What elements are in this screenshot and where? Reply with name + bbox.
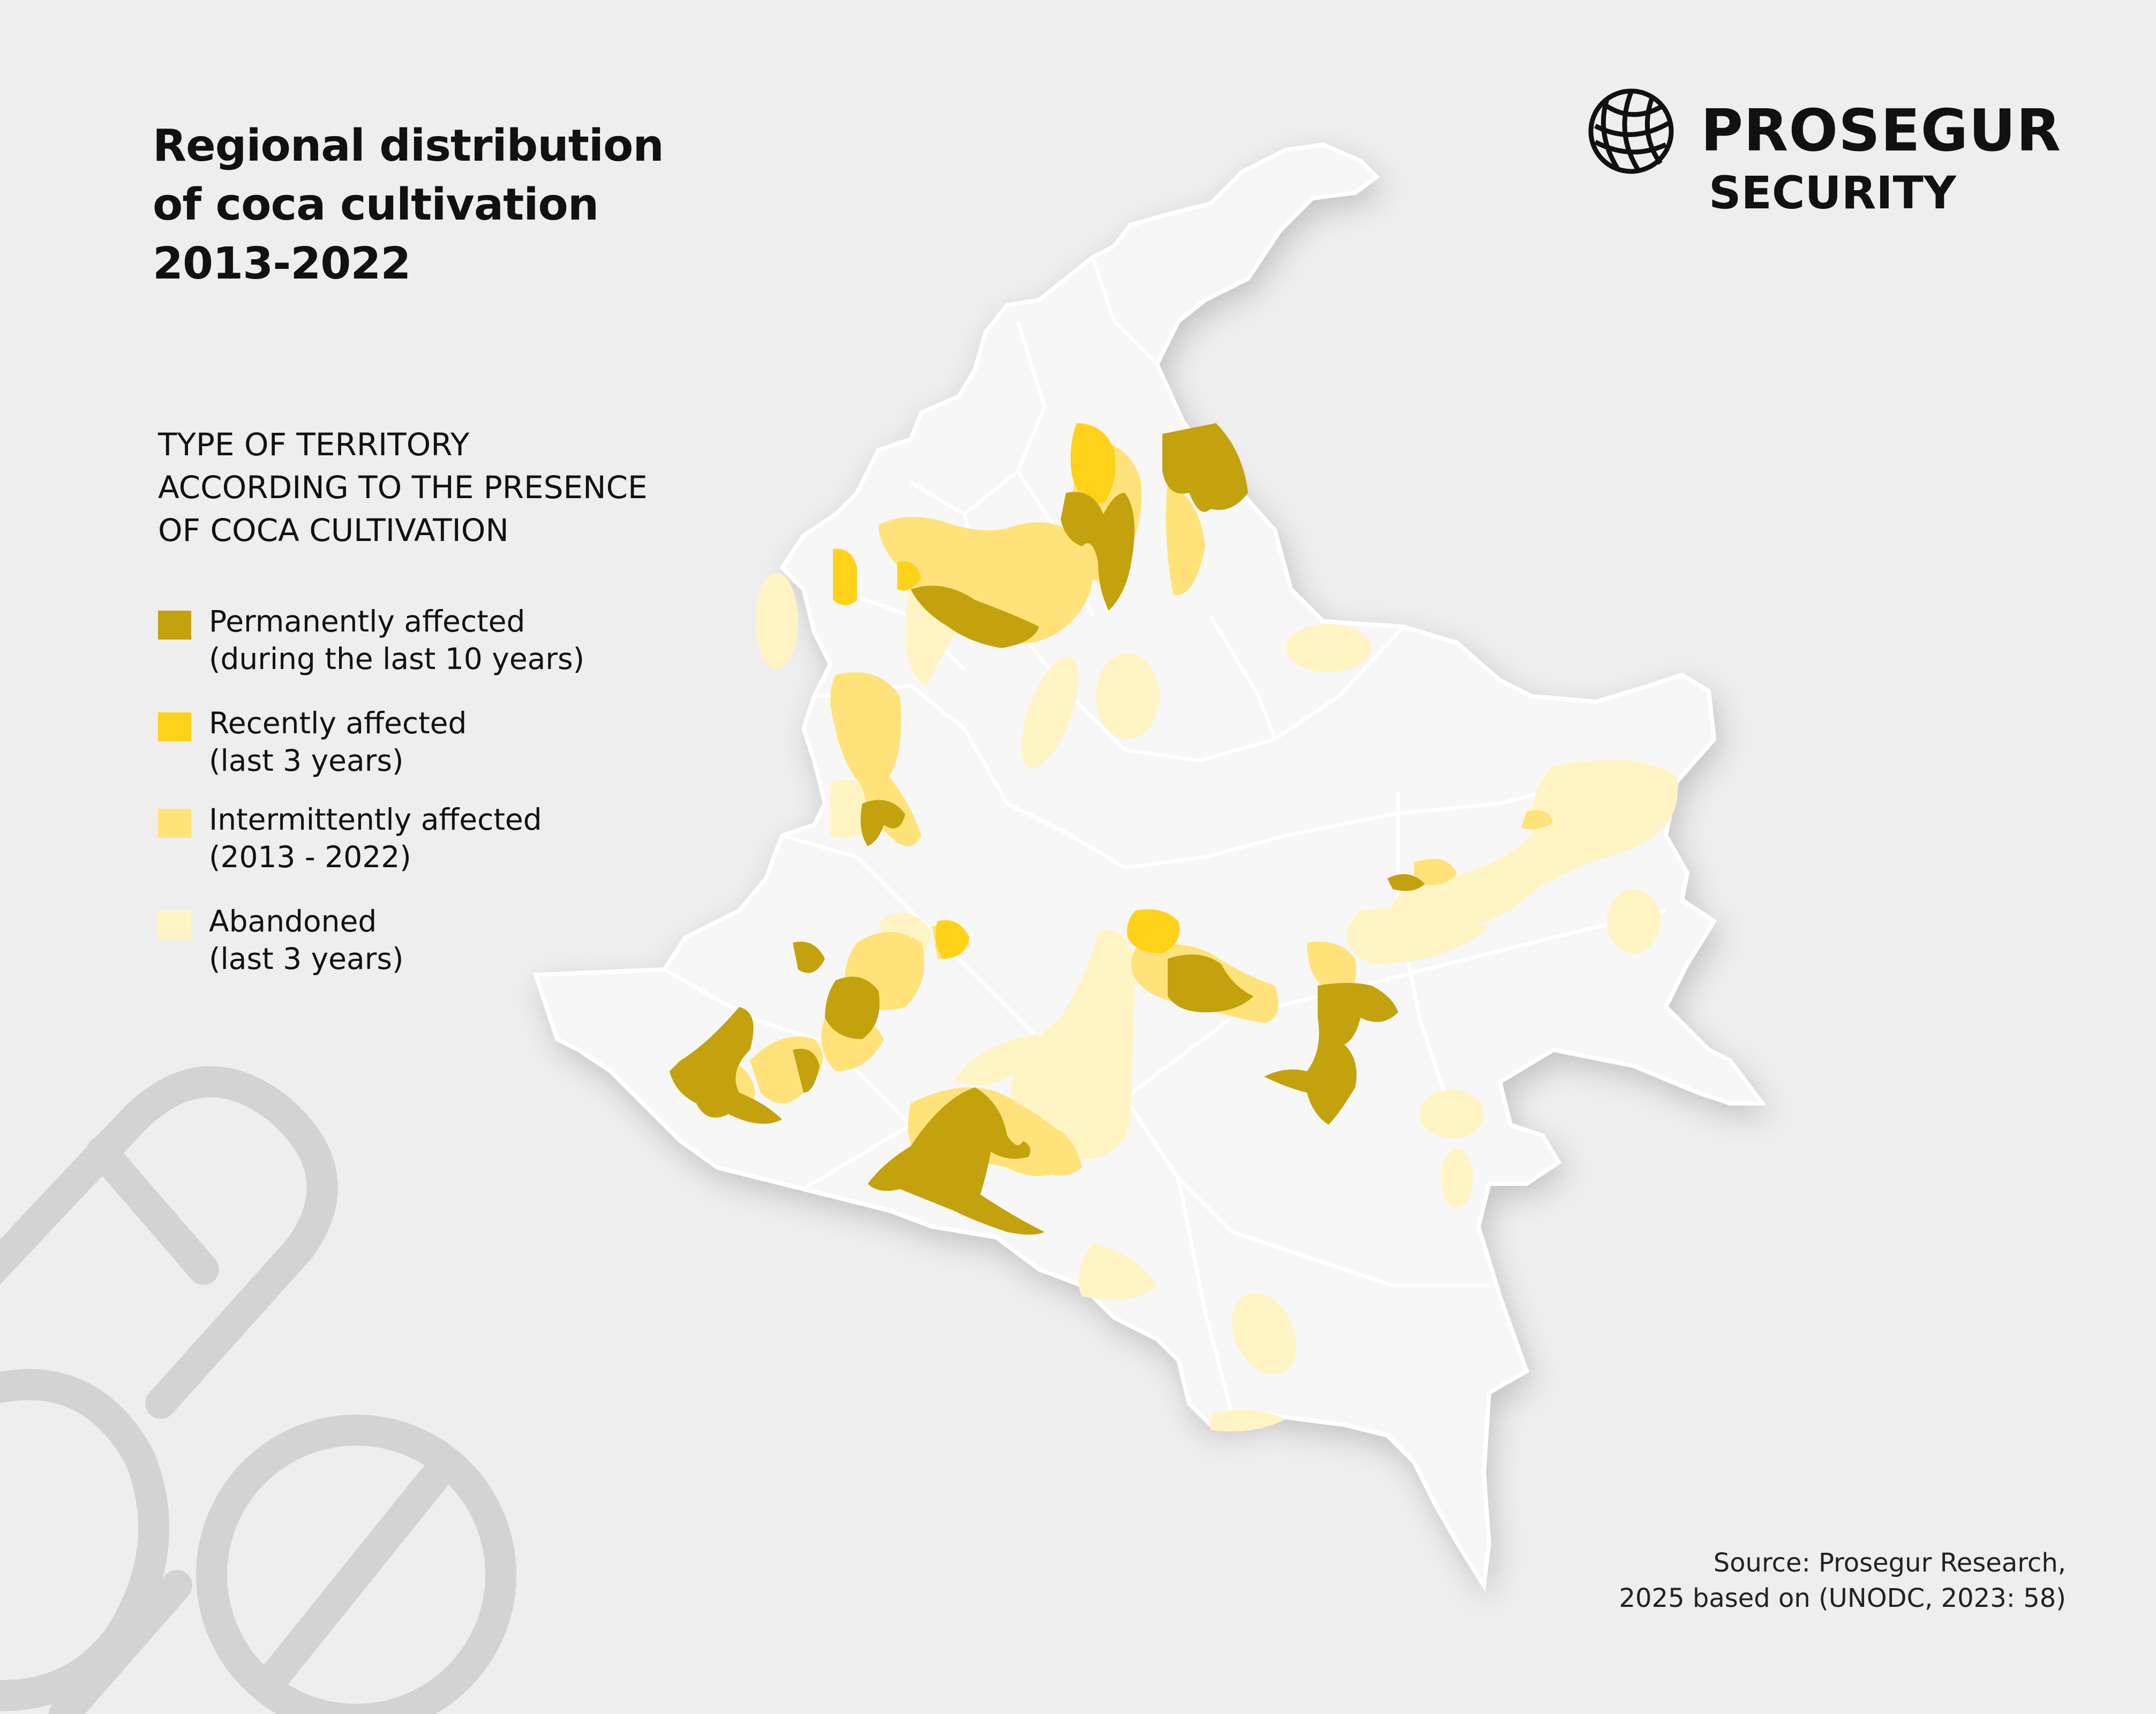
legend-label-recent: Recently affected (last 3 years) — [209, 704, 467, 779]
legend: Permanently affected (during the last 10… — [158, 603, 694, 1004]
source-line-1: Source: Prosegur Research, — [1713, 1548, 2066, 1578]
legend-label-line-1: Abandoned — [209, 904, 377, 938]
legend-heading-line-2: ACCORDING TO THE PRESENCE — [158, 469, 648, 506]
legend-label-line-2: (during the last 10 years) — [209, 642, 585, 676]
permanent-areas — [670, 423, 1425, 1235]
legend-heading: TYPE OF TERRITORY ACCORDING TO THE PRESE… — [158, 423, 854, 552]
legend-label-line-2: (last 3 years) — [209, 743, 404, 778]
legend-item-intermittent: Intermittently affected (2013 - 2022) — [158, 801, 694, 903]
source-note: Source: Prosegur Research, 2025 based on… — [1423, 1545, 2066, 1616]
title-line-1: Regional distribution — [153, 121, 664, 171]
source-line-2: 2025 based on (UNODC, 2023: 58) — [1619, 1583, 2066, 1613]
legend-item-permanent: Permanently affected (during the last 10… — [158, 603, 694, 704]
title-line-3: 2013-2022 — [153, 238, 411, 289]
legend-swatch-abandoned — [158, 911, 191, 939]
legend-swatch-intermittent — [158, 809, 191, 838]
pill-decoration — [0, 1066, 516, 1714]
legend-label-line-1: Recently affected — [209, 706, 467, 740]
legend-heading-line-1: TYPE OF TERRITORY — [158, 426, 470, 463]
abandoned-areas — [755, 573, 1678, 1432]
legend-label-permanent: Permanently affected (during the last 10… — [209, 603, 584, 678]
legend-label-abandoned: Abandoned (last 3 years) — [209, 903, 403, 978]
logo-subtitle: SECURITY — [1709, 167, 1956, 219]
legend-swatch-permanent — [158, 611, 191, 640]
legend-label-line-2: (2013 - 2022) — [209, 840, 411, 874]
prosegur-logo: PROSEGUR SECURITY — [1586, 86, 2121, 225]
legend-label-line-2: (last 3 years) — [209, 942, 404, 976]
legend-heading-line-3: OF COCA CULTIVATION — [158, 512, 509, 548]
map-title: Regional distribution of coca cultivatio… — [153, 117, 795, 294]
globe-icon — [1588, 88, 1674, 174]
logo-name: PROSEGUR — [1701, 97, 2062, 164]
legend-label-intermittent: Intermittently affected (2013 - 2022) — [209, 801, 542, 876]
legend-item-abandoned: Abandoned (last 3 years) — [158, 903, 694, 1004]
legend-item-recent: Recently affected (last 3 years) — [158, 704, 694, 801]
recent-areas — [833, 423, 1180, 959]
legend-swatch-recent — [158, 712, 191, 741]
legend-label-line-1: Permanently affected — [209, 604, 525, 638]
legend-label-line-1: Intermittently affected — [209, 802, 542, 837]
title-line-2: of coca cultivation — [153, 179, 599, 230]
